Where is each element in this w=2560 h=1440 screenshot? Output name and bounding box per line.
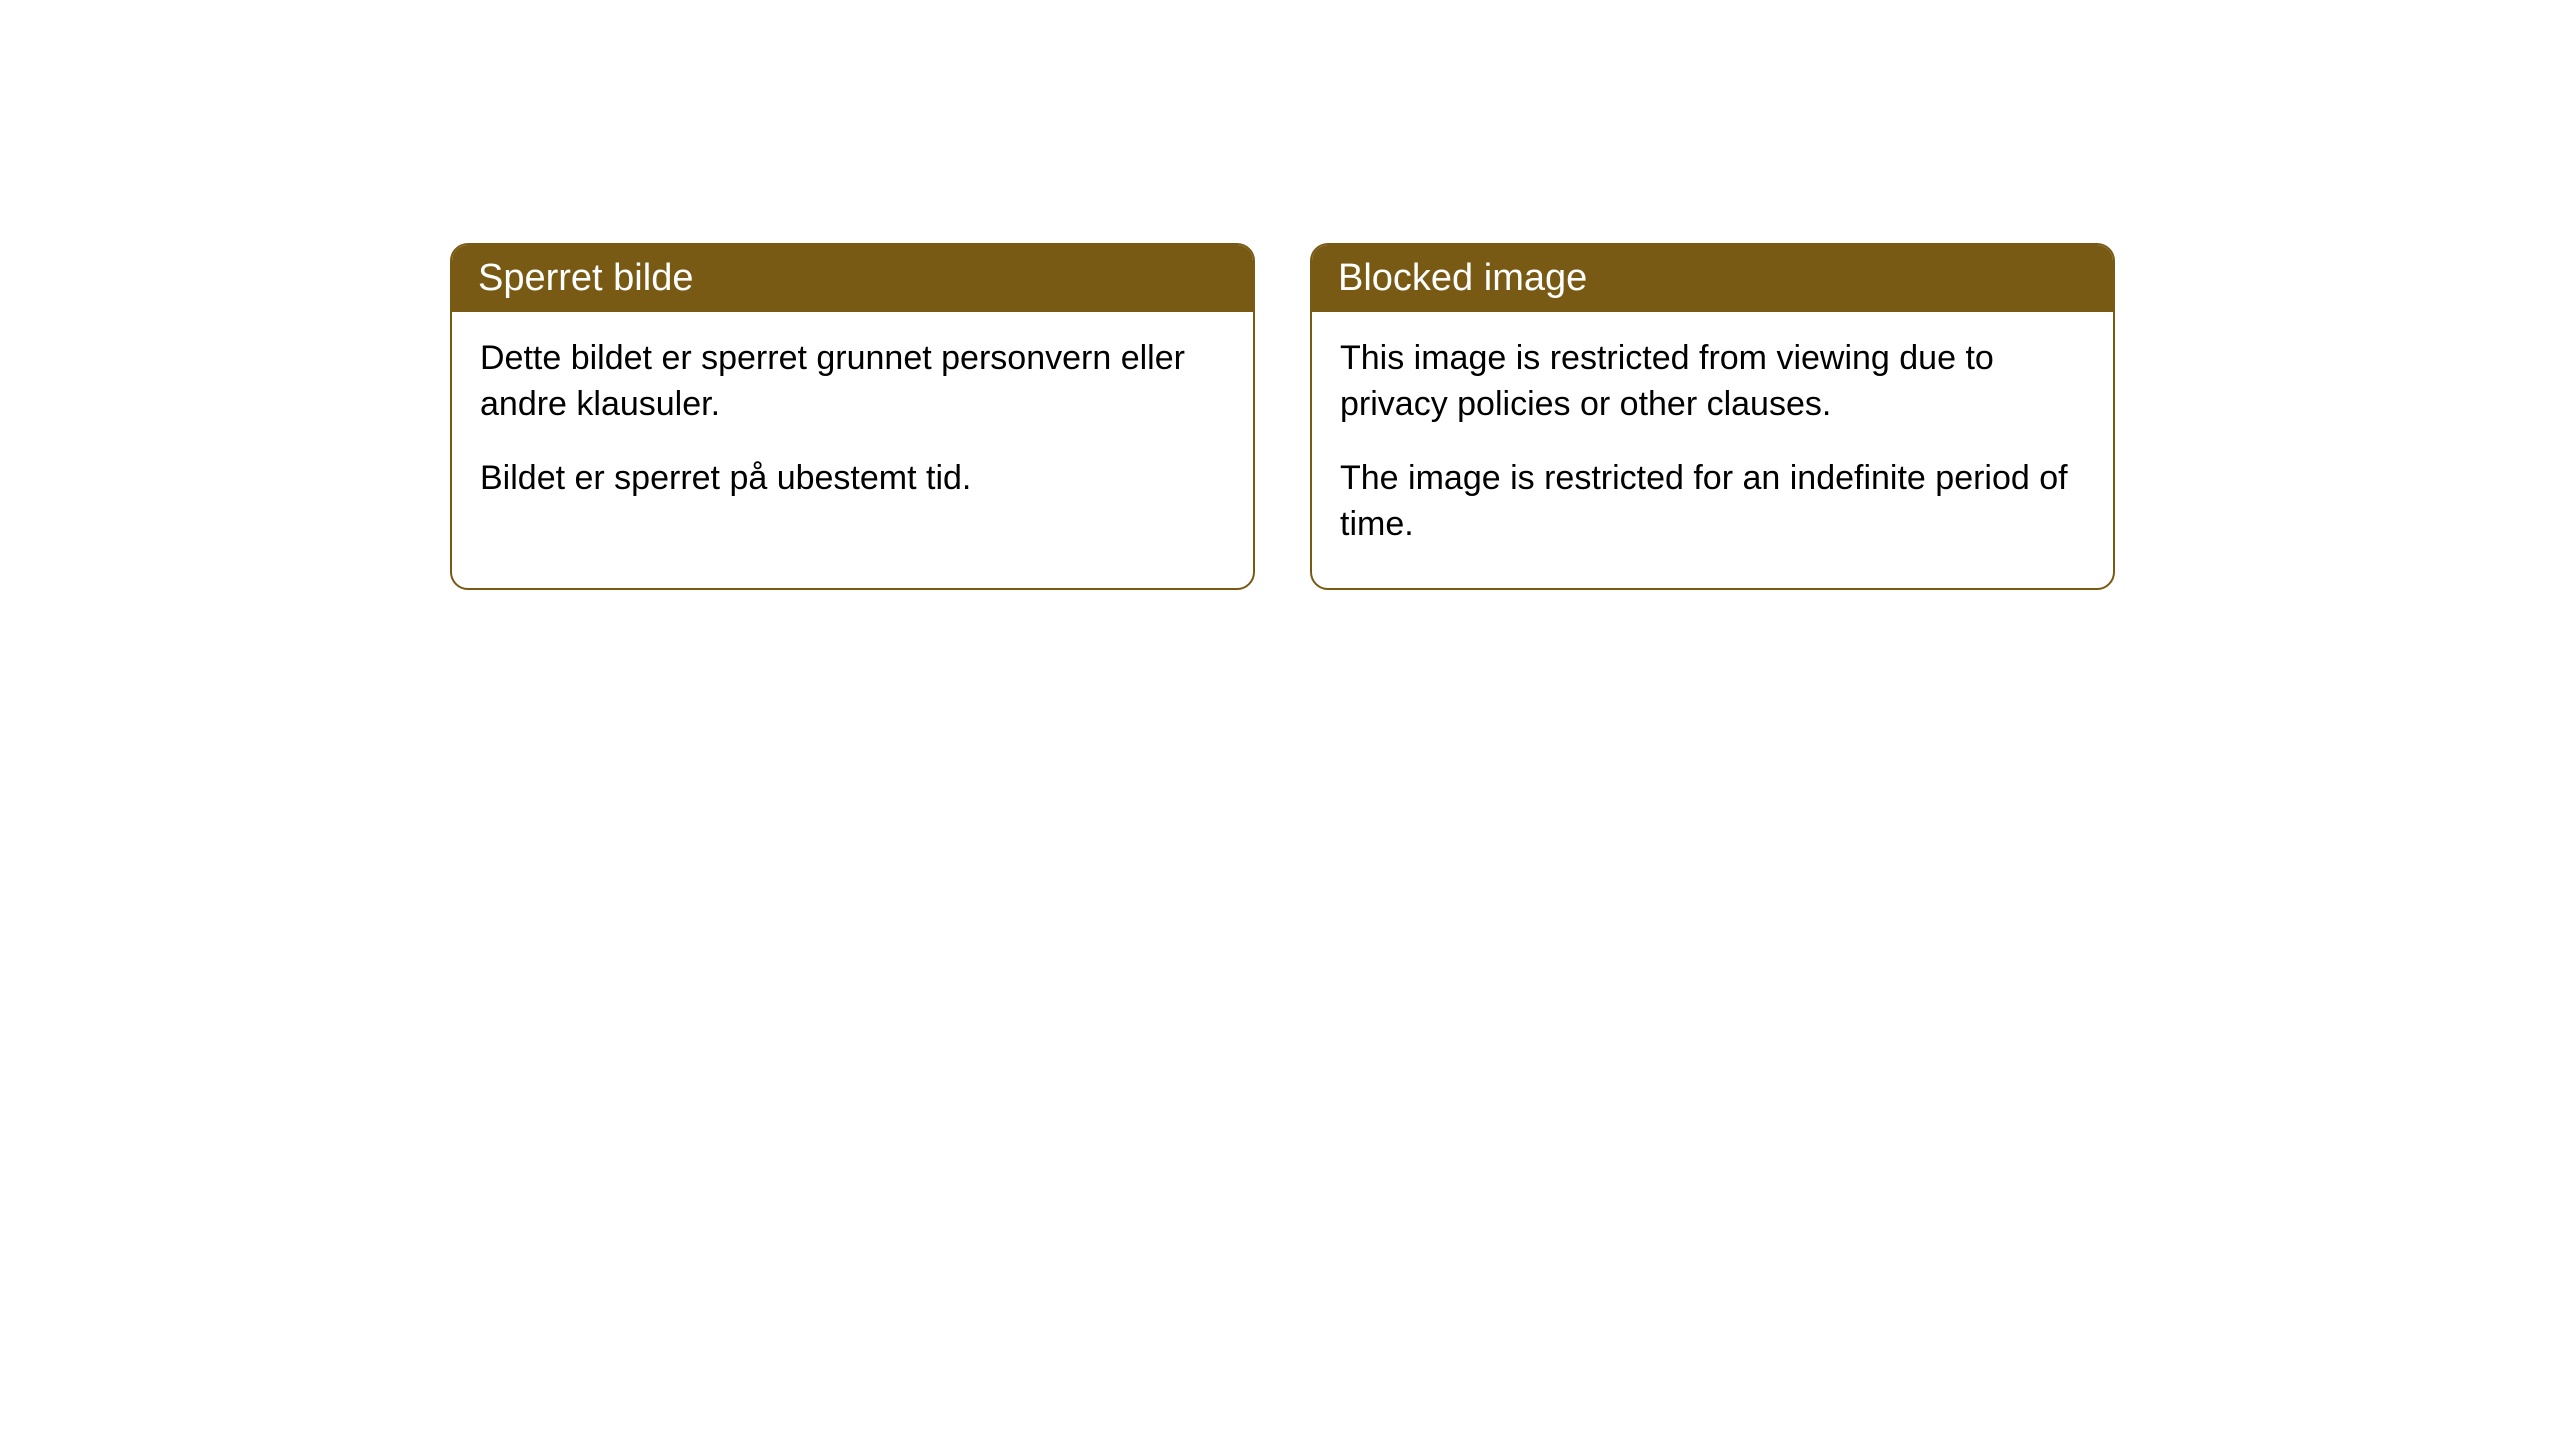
notice-cards-container: Sperret bilde Dette bildet er sperret gr… (450, 243, 2115, 590)
card-header-english: Blocked image (1312, 245, 2113, 312)
card-header-norwegian: Sperret bilde (452, 245, 1253, 312)
card-body-norwegian: Dette bildet er sperret grunnet personve… (452, 312, 1253, 542)
blocked-image-card-english: Blocked image This image is restricted f… (1310, 243, 2115, 590)
notice-text-english-p2: The image is restricted for an indefinit… (1340, 456, 2085, 548)
notice-text-norwegian-p1: Dette bildet er sperret grunnet personve… (480, 336, 1225, 428)
blocked-image-card-norwegian: Sperret bilde Dette bildet er sperret gr… (450, 243, 1255, 590)
card-body-english: This image is restricted from viewing du… (1312, 312, 2113, 588)
notice-text-english-p1: This image is restricted from viewing du… (1340, 336, 2085, 428)
notice-text-norwegian-p2: Bildet er sperret på ubestemt tid. (480, 456, 1225, 502)
